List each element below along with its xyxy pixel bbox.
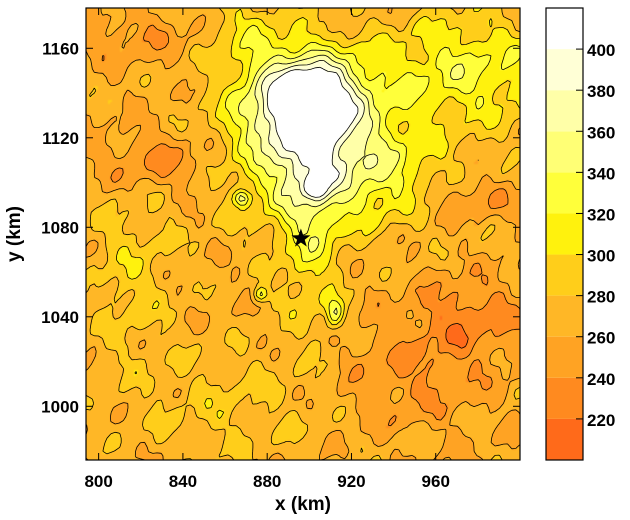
contour-line-400 [266,66,359,198]
colorbar-tick-label: 300 [587,247,615,266]
plot-area [86,8,520,460]
contour-line-380 [261,60,365,202]
colorbar-tick-label: 340 [587,164,615,183]
x-tick-label: 840 [169,472,197,491]
x-tick-label: 800 [84,472,112,491]
colorbar-tick-label: 360 [587,123,615,142]
colorbar-band [546,90,583,132]
x-axis-title: x (km) [275,494,331,515]
y-tick-label: 1160 [42,39,79,58]
contour-line-240 [101,24,520,427]
colorbar-band [546,172,583,214]
colorbar-band [546,8,583,50]
x-tick-label: 960 [422,472,450,491]
contour-line-220 [445,323,469,349]
contour-fill-image [86,8,520,460]
marker-layer [291,228,311,247]
x-tick-label: 880 [253,472,281,491]
y-tick-label: 1040 [41,308,79,327]
colorbar-tick-label: 400 [587,41,615,60]
contour-line-300 [116,8,520,419]
colorbar-tick-label: 240 [587,370,615,389]
y-axis-title: y (km) [4,206,25,262]
contour-lines [86,8,520,460]
star-marker [291,228,311,247]
y-tick-label: 1080 [41,218,79,237]
contour-line-360 [254,54,379,208]
y-axis: 1000 1040 1080 1120 1160 [41,39,520,416]
plot-frame [85,7,521,461]
colorbar-band [546,336,583,378]
colorbar-band [546,213,583,255]
contour-line-260 [86,8,520,460]
colorbar-tick-label: 260 [587,329,615,348]
colorbar-band [546,131,583,173]
colorbar-band [546,295,583,337]
colorbar-tick-label: 320 [587,205,615,224]
colorbar-tick-label: 380 [587,82,615,101]
colorbar-frame [545,7,584,461]
contour-line-340 [238,49,465,315]
colorbar-tick-label: 280 [587,288,615,307]
colorbar: 220 240 260 280 300 320 340 360 380 400 [545,7,615,461]
contour-line-320 [224,24,520,321]
colorbar-band [546,254,583,296]
colorbar-band [546,49,583,91]
colorbar-band [546,418,583,460]
colorbar-band [546,377,583,419]
x-axis: 800 840 880 920 960 [84,8,450,491]
colorbar-tick-label: 220 [587,411,615,430]
x-tick-label: 920 [337,472,365,491]
y-tick-label: 1000 [41,397,79,416]
y-tick-label: 1120 [42,129,79,148]
